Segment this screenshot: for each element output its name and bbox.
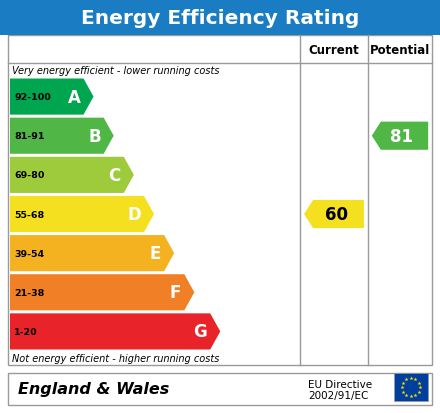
- Text: EU Directive: EU Directive: [308, 379, 372, 389]
- Text: Not energy efficient - higher running costs: Not energy efficient - higher running co…: [12, 353, 220, 363]
- Text: Energy Efficiency Rating: Energy Efficiency Rating: [81, 9, 359, 27]
- Text: A: A: [68, 88, 81, 106]
- Polygon shape: [10, 313, 220, 350]
- Polygon shape: [10, 197, 154, 233]
- Bar: [8, 373, 432, 405]
- Text: C: C: [109, 166, 121, 185]
- Polygon shape: [304, 200, 364, 228]
- Text: 39-54: 39-54: [14, 249, 44, 258]
- Text: Very energy efficient - lower running costs: Very energy efficient - lower running co…: [12, 66, 220, 76]
- Text: Current: Current: [308, 43, 359, 56]
- Text: 2002/91/EC: 2002/91/EC: [308, 390, 368, 400]
- Polygon shape: [372, 122, 428, 150]
- Polygon shape: [10, 235, 174, 272]
- Text: Potential: Potential: [370, 43, 430, 56]
- Polygon shape: [10, 79, 94, 115]
- Text: 55-68: 55-68: [14, 210, 44, 219]
- Text: D: D: [127, 206, 141, 223]
- Text: 69-80: 69-80: [14, 171, 44, 180]
- Bar: [0, 0, 440, 36]
- Text: 60: 60: [324, 206, 348, 223]
- Text: E: E: [150, 244, 161, 263]
- Polygon shape: [10, 157, 134, 193]
- Text: B: B: [88, 127, 101, 145]
- Text: England & Wales: England & Wales: [18, 382, 169, 396]
- Bar: [394, 373, 428, 401]
- Text: 92-100: 92-100: [14, 93, 51, 102]
- Polygon shape: [10, 275, 194, 311]
- Polygon shape: [10, 119, 114, 154]
- Text: 21-38: 21-38: [14, 288, 44, 297]
- Text: F: F: [170, 284, 181, 301]
- Text: G: G: [194, 323, 207, 341]
- Bar: [8, 36, 432, 365]
- Text: 81-91: 81-91: [14, 132, 44, 141]
- Text: 81: 81: [390, 127, 414, 145]
- Text: 1-20: 1-20: [14, 327, 38, 336]
